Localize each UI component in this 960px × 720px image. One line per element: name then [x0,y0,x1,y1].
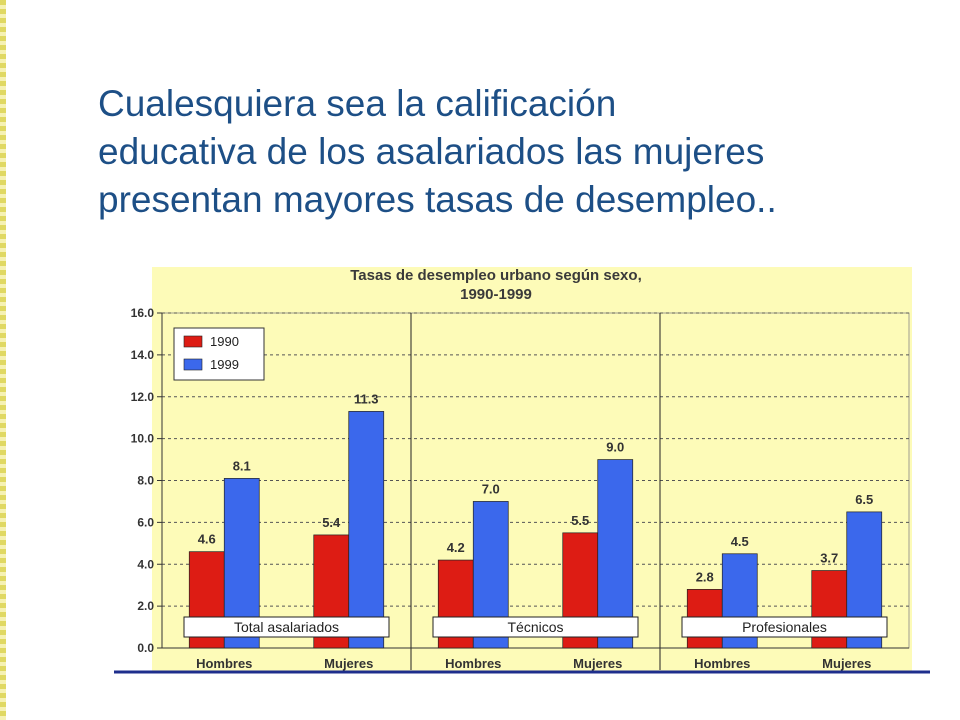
y-tick-label: 12.0 [131,390,155,404]
x-category-label: Hombres [694,656,750,671]
chart-title: Tasas de desempleo urbano según sexo, [350,267,641,284]
group-label-box [432,616,639,638]
x-category-label: Mujeres [324,656,373,671]
group-label: Total asalariados [234,619,339,635]
x-category-label: Hombres [445,656,501,671]
data-label: 9.0 [606,440,624,455]
data-label: 5.4 [322,515,341,530]
x-category-label: Mujeres [822,656,871,671]
legend-label: 1999 [210,357,239,372]
group-label-box [183,616,390,638]
bar-chart: Tasas de desempleo urbano según sexo, 19… [96,267,930,674]
x-category-label: Hombres [196,656,252,671]
data-label: 4.2 [447,540,465,555]
group-label: Profesionales [742,619,827,635]
y-tick-label: 8.0 [137,474,154,488]
bar-1999 [348,411,385,649]
x-category-label: Mujeres [573,656,622,671]
axis-margin [96,267,152,671]
data-label: 7.0 [482,481,500,496]
data-label: 5.5 [571,513,589,528]
data-label: 4.6 [198,532,216,547]
legend-label: 1990 [210,334,239,349]
data-label: 4.5 [731,534,749,549]
group-label-box [681,616,888,638]
data-label: 8.1 [233,458,251,473]
y-tick-label: 10.0 [131,432,155,446]
data-label: 2.8 [696,569,714,584]
legend-swatch [183,335,203,348]
legend-swatch [183,358,203,371]
y-tick-label: 2.0 [137,599,154,613]
slide-left-border [0,0,6,720]
slide-heading: Cualesquiera sea la calificación educati… [98,83,777,220]
y-tick-label: 14.0 [131,348,155,362]
chart-subtitle: 1990-1999 [460,286,532,303]
y-tick-label: 4.0 [137,557,154,571]
data-label: 6.5 [855,492,873,507]
data-label: 3.7 [820,551,838,566]
group-label: Técnicos [507,619,563,635]
data-label: 11.3 [354,391,379,406]
y-tick-label: 16.0 [131,306,155,320]
y-tick-label: 6.0 [137,515,154,529]
y-tick-label: 0.0 [137,641,154,655]
